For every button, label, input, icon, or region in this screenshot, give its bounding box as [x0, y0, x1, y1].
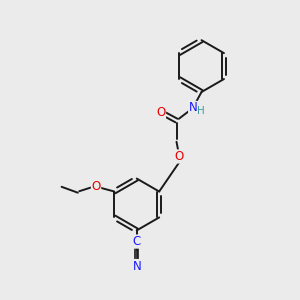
Text: H: H: [197, 106, 205, 116]
Text: N: N: [132, 260, 141, 272]
Text: N: N: [189, 101, 197, 114]
Text: C: C: [133, 235, 141, 248]
Text: O: O: [174, 150, 184, 163]
Text: O: O: [156, 106, 166, 118]
Text: O: O: [92, 180, 101, 193]
